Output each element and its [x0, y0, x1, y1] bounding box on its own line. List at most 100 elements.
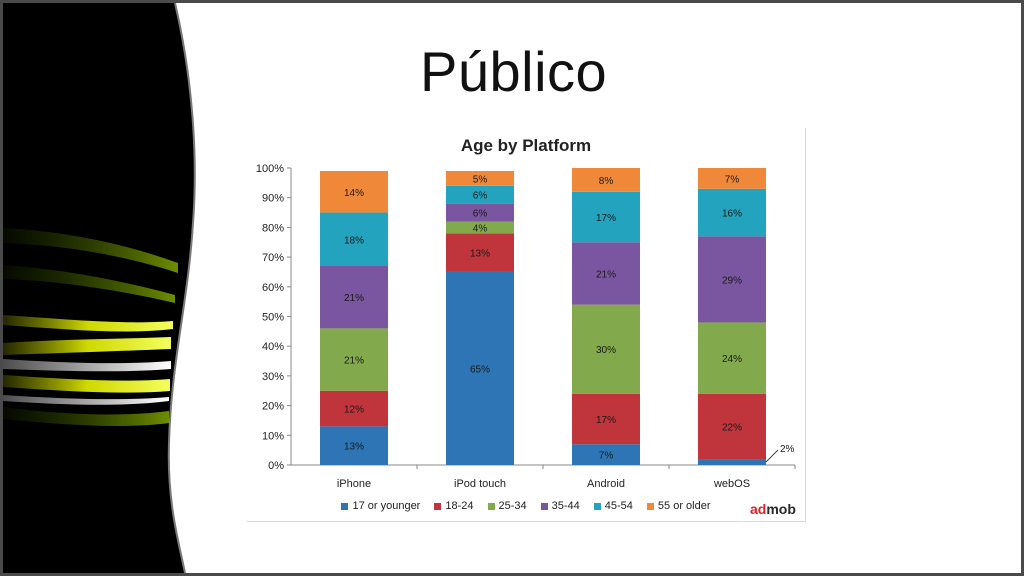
legend-swatch: [487, 502, 495, 510]
data-label: 21%: [344, 293, 364, 304]
bar-segment: [572, 168, 640, 192]
y-tick-label: 90%: [262, 193, 284, 205]
y-tick-label: 10%: [262, 430, 284, 442]
bar-segment: [320, 212, 388, 267]
legend-item: 17 or younger: [341, 500, 420, 512]
chart-plot: 0% 10% 20% 30% 40% 50% 60% 70% 80% 90% 100% 13% 12% 2…: [256, 163, 796, 490]
data-label: 12%: [344, 405, 364, 416]
data-label: 7%: [599, 451, 614, 462]
light-streak: [3, 375, 170, 393]
admob-logo: admob: [750, 501, 796, 517]
edge-line: [167, 3, 196, 573]
bar-segment: [572, 393, 640, 445]
bar-segment: [572, 191, 640, 243]
bar-segment: [698, 188, 766, 237]
light-streak: [3, 228, 178, 273]
legend-swatch: [646, 502, 654, 510]
y-tick-label: 20%: [262, 401, 284, 413]
legend-item: 25-34: [487, 500, 527, 512]
data-label-leader: [765, 449, 779, 463]
bar-segment: [698, 236, 766, 323]
data-label: 6%: [473, 209, 488, 220]
data-label: 2%: [780, 444, 795, 455]
legend-label: 45-54: [604, 500, 633, 512]
light-streak: [3, 337, 171, 355]
bar-segment: [446, 233, 514, 272]
x-tick-label: Android: [587, 478, 625, 490]
bar-segment: [698, 168, 766, 189]
data-label: 17%: [596, 213, 616, 224]
bar-segment: [446, 203, 514, 222]
bar-segment: [572, 444, 640, 465]
data-label: 7%: [725, 174, 740, 185]
legend-swatch: [434, 502, 442, 510]
y-tick-label: 60%: [262, 282, 284, 294]
y-tick-label: 80%: [262, 222, 284, 234]
brand-part-2: mob: [766, 501, 796, 517]
data-label: 16%: [722, 209, 742, 220]
bar-segment: [446, 271, 514, 465]
legend-swatch: [593, 502, 601, 510]
x-tick-label: iPod touch: [454, 478, 506, 490]
bar-segment: [320, 328, 388, 391]
slide-title: Público: [420, 40, 608, 103]
data-label: 5%: [473, 174, 488, 185]
legend-label: 25-34: [498, 500, 527, 512]
bar-segment: [446, 221, 514, 234]
data-label: 14%: [344, 188, 364, 199]
bar-segment: [698, 322, 766, 394]
legend-label: 18-24: [445, 500, 474, 512]
decorative-background: [3, 3, 196, 573]
data-label: 13%: [470, 249, 490, 260]
data-label: 21%: [344, 356, 364, 367]
y-tick-label: 70%: [262, 252, 284, 264]
x-tick-label: iPhone: [337, 478, 371, 490]
chart-panel: 0% 10% 20% 30% 40% 50% 60% 70% 80% 90% 100% 13% 12% 2…: [247, 128, 806, 522]
data-label: 8%: [599, 176, 614, 187]
x-tick-label: webOS: [713, 478, 750, 490]
bar-segment: [572, 242, 640, 305]
legend-label: 17 or younger: [352, 500, 421, 512]
legend-item: 35-44: [540, 500, 580, 512]
y-tick-label: 40%: [262, 341, 284, 353]
data-label: 21%: [596, 269, 616, 280]
bar-segment: [698, 393, 766, 460]
data-label: 29%: [722, 275, 742, 286]
data-label: 18%: [344, 235, 364, 246]
data-label: 30%: [596, 345, 616, 356]
data-label: 17%: [596, 415, 616, 426]
data-label: 13%: [344, 442, 364, 453]
legend-label: 55 or older: [657, 500, 711, 512]
legend-swatch: [341, 502, 349, 510]
light-streak: [3, 265, 175, 303]
slide: Público 0% 10% 20% 30% 40% 50% 60% 70% 80% 90% 100…: [3, 3, 1021, 573]
light-streak: [3, 315, 173, 332]
light-streak: [3, 395, 169, 405]
data-label: 65%: [470, 364, 490, 375]
light-streak: [3, 359, 171, 372]
legend-item: 45-54: [593, 500, 633, 512]
chart-legend: 17 or younger 18-24 25-34 35-44 45-54 55 or o…: [247, 500, 805, 512]
legend-item: 18-24: [434, 500, 474, 512]
y-tick-label: 100%: [256, 163, 284, 175]
light-streak: [3, 407, 169, 426]
data-label: 22%: [722, 422, 742, 433]
y-tick-label: 0%: [268, 460, 284, 472]
data-label: 6%: [473, 191, 488, 202]
bar-segment: [320, 426, 388, 465]
legend-item: 55 or older: [646, 500, 711, 512]
bar-segment: [446, 170, 514, 186]
bar-segment: [320, 266, 388, 329]
y-tick-label: 30%: [262, 371, 284, 383]
bar-segment: [320, 390, 388, 427]
data-label: 24%: [722, 354, 742, 365]
brand-part-1: ad: [750, 501, 767, 517]
bar-segment: [320, 170, 388, 213]
legend-swatch: [540, 502, 548, 510]
bar-segment: [446, 185, 514, 204]
bar-segment: [572, 304, 640, 394]
chart-title: Age by Platform: [460, 136, 592, 155]
legend-label: 35-44: [551, 500, 580, 512]
y-tick-label: 50%: [262, 312, 284, 324]
data-label: 4%: [473, 223, 488, 234]
